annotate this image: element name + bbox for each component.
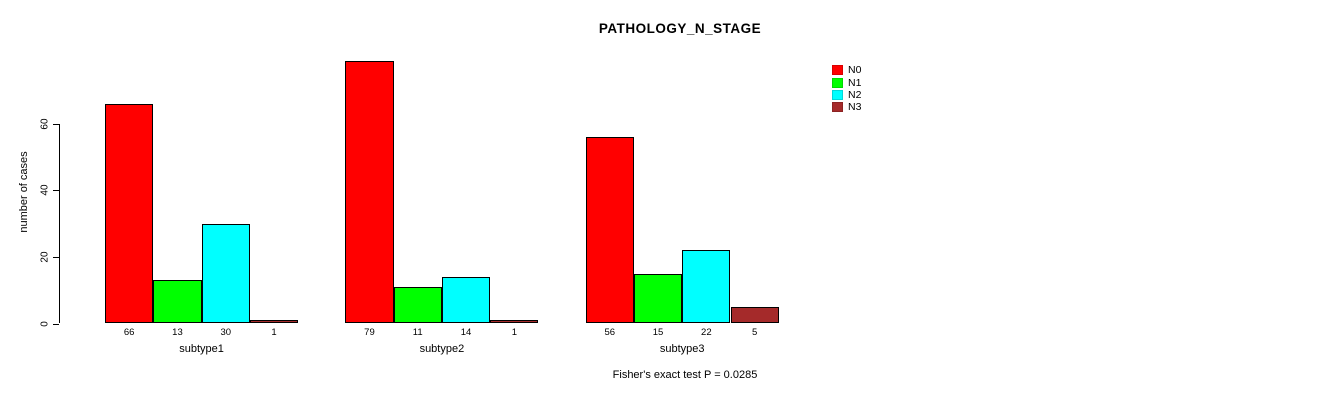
legend-swatch-n2 bbox=[832, 89, 843, 100]
legend-swatch-n3 bbox=[832, 102, 843, 113]
legend-item-n2: N2 bbox=[832, 89, 861, 101]
legend-label: N2 bbox=[848, 88, 862, 101]
legend-item-n1: N1 bbox=[832, 76, 862, 89]
y-axis-tick-label: 40 bbox=[39, 184, 51, 196]
bar-value-label: 1 bbox=[271, 326, 277, 338]
legend: N0 N1 N2 N3 bbox=[832, 64, 861, 114]
legend-label: N1 bbox=[848, 76, 862, 89]
x-category-label: subtype1 bbox=[179, 342, 224, 355]
chart-title: PATHOLOGY_N_STAGE bbox=[598, 21, 762, 36]
bar-n2-subtype2 bbox=[441, 276, 491, 324]
legend-label: N3 bbox=[848, 101, 862, 114]
bar-n1-subtype2 bbox=[393, 286, 442, 324]
bar-n3-subtype2 bbox=[490, 320, 539, 324]
bar-value-label: 15 bbox=[652, 326, 664, 338]
legend-label: N0 bbox=[848, 64, 862, 77]
bar-value-label: 14 bbox=[460, 326, 472, 338]
y-axis-title: number of cases bbox=[18, 151, 30, 233]
bar-n0-subtype2 bbox=[345, 60, 394, 324]
bar-value-label: 13 bbox=[172, 326, 183, 338]
bar-n3-subtype3 bbox=[730, 306, 779, 324]
bar-n0-subtype1 bbox=[105, 103, 154, 324]
bar-n2-subtype1 bbox=[201, 223, 250, 324]
bar-n0-subtype3 bbox=[585, 137, 634, 324]
bar-n3-subtype1 bbox=[249, 320, 299, 324]
x-category-label: subtype2 bbox=[419, 342, 465, 355]
bar-value-label: 1 bbox=[511, 326, 517, 338]
bar-value-label: 56 bbox=[604, 326, 616, 338]
bar-value-label: 22 bbox=[701, 326, 712, 338]
bar-value-label: 30 bbox=[220, 326, 232, 338]
x-category-label: subtype3 bbox=[659, 342, 705, 355]
y-axis-tick bbox=[53, 323, 59, 325]
bar-n1-subtype1 bbox=[153, 280, 202, 324]
bar-n1-subtype3 bbox=[633, 273, 683, 324]
y-axis-tick bbox=[53, 123, 59, 125]
y-axis-tick bbox=[53, 190, 59, 192]
bar-value-label: 5 bbox=[752, 326, 758, 338]
y-axis-tick bbox=[53, 256, 59, 258]
y-axis-line bbox=[59, 123, 60, 324]
legend-item-n0: N0 bbox=[832, 64, 861, 76]
bar-value-label: 11 bbox=[412, 326, 423, 338]
legend-swatch-n0 bbox=[832, 65, 843, 76]
legend-item-n3: N3 bbox=[832, 101, 861, 113]
bar-n2-subtype3 bbox=[682, 250, 731, 324]
y-axis-tick-label: 20 bbox=[39, 251, 51, 263]
y-axis-tick-label: 60 bbox=[39, 118, 51, 130]
legend-swatch-n1 bbox=[832, 77, 843, 88]
y-axis-tick-label: 0 bbox=[39, 320, 51, 327]
stat-annotation: Fisher's exact test P = 0.0285 bbox=[612, 369, 758, 381]
bar-value-label: 79 bbox=[364, 326, 375, 338]
bar-value-label: 66 bbox=[123, 326, 135, 338]
